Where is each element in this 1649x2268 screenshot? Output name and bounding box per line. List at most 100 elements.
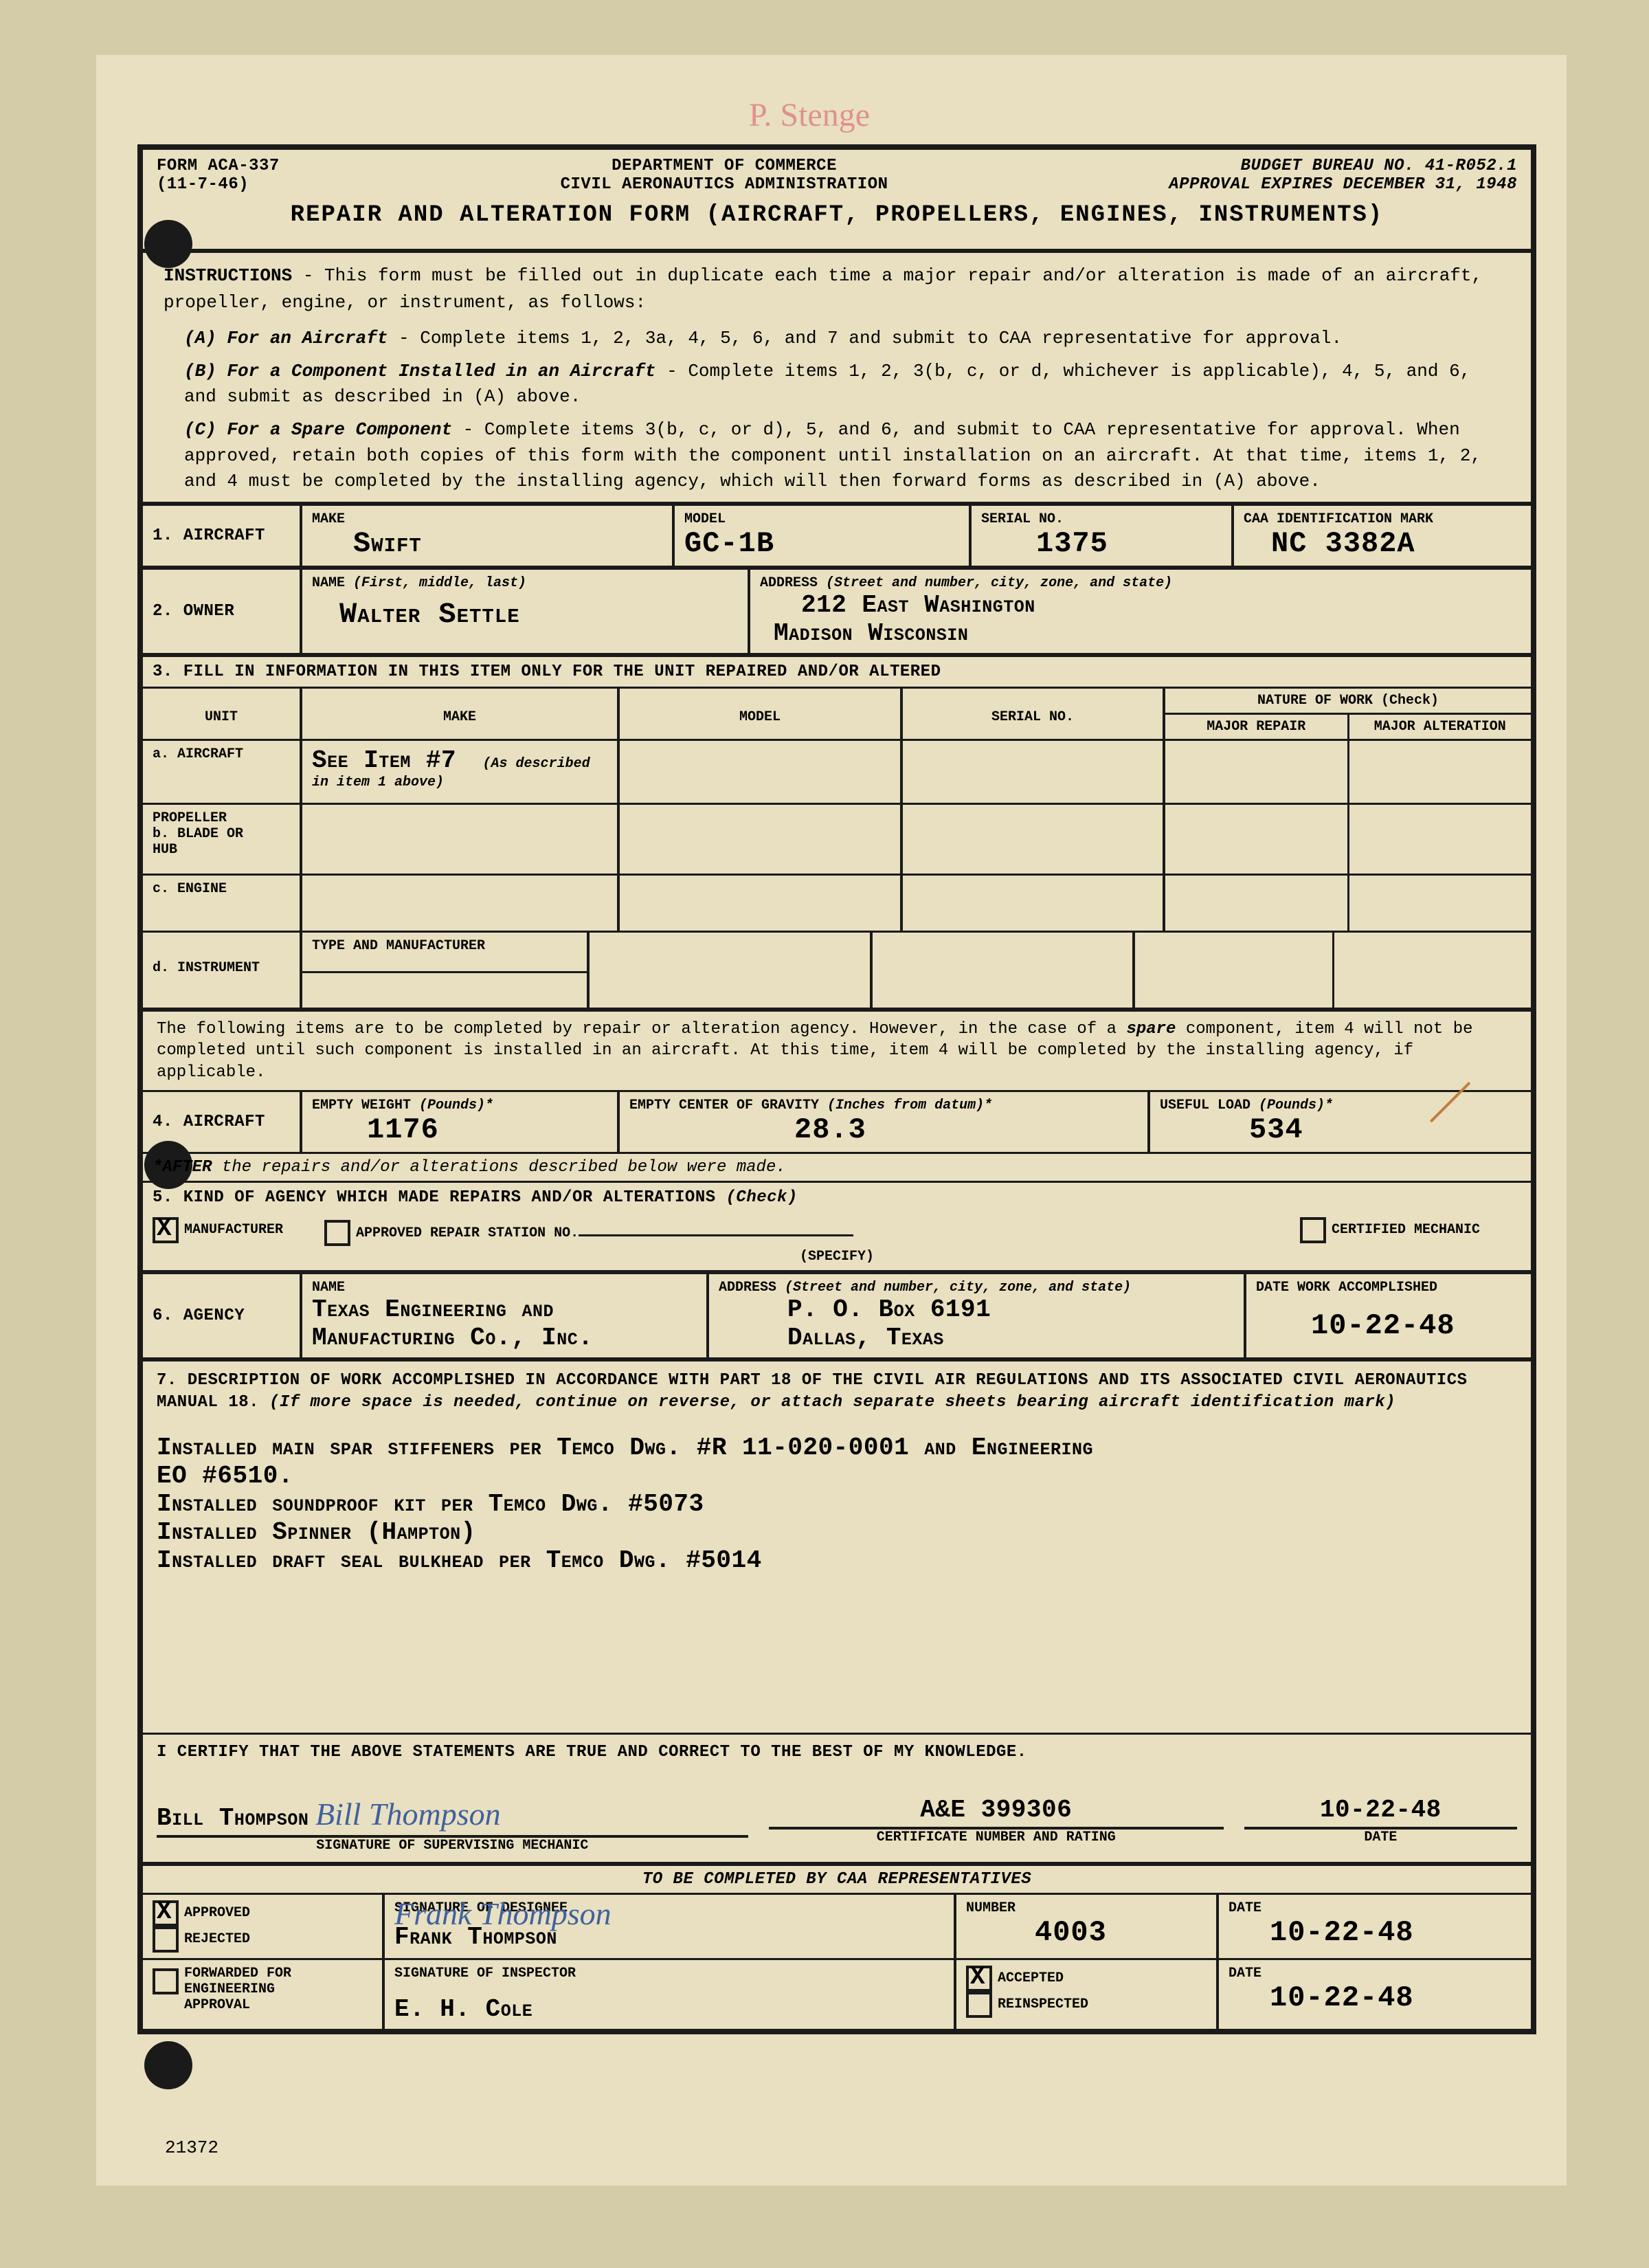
label-accepted: ACCEPTED	[998, 1970, 1064, 1986]
form-container: FORM ACA-337 (11-7-46) DEPARTMENT OF COM…	[137, 144, 1536, 2034]
form-title: REPAIR AND ALTERATION FORM (AIRCRAFT, PR…	[157, 194, 1517, 242]
agency-name2: Manufacturing Co., Inc.	[312, 1324, 697, 1352]
agency-addr2: Dallas, Texas	[719, 1324, 1234, 1352]
owner-addr-label: ADDRESS (Street and number, city, zone, …	[760, 575, 1521, 591]
val-3a: See Item #7	[312, 746, 456, 775]
row-3c: c. ENGINE	[143, 876, 1531, 933]
col-serial: SERIAL NO.	[991, 709, 1074, 725]
handwritten-annotation: P. Stenge	[749, 96, 870, 134]
certification: I CERTIFY THAT THE ABOVE STATEMENTS ARE …	[143, 1735, 1531, 1866]
section7-header: 7. DESCRIPTION OF WORK ACCOMPLISHED IN A…	[157, 1370, 1517, 1412]
label-reinspected: REINSPECTED	[998, 1997, 1088, 2012]
model-label: MODEL	[684, 511, 959, 527]
col-unit: UNIT	[205, 709, 238, 725]
label-manufacturer: MANUFACTURER	[184, 1222, 283, 1238]
agency-addr-label: ADDRESS (Street and number, city, zone, …	[719, 1280, 1234, 1296]
work-line3: Installed soundproof kit per Temco Dwg. …	[157, 1490, 1517, 1518]
budget-bureau: BUDGET BUREAU NO. 41-R052.1	[1169, 157, 1517, 175]
work-line2: EO #6510.	[157, 1462, 1517, 1490]
after-note: *AFTER the repairs and/or alterations de…	[143, 1154, 1531, 1183]
agency-name1: Texas Engineering and	[312, 1296, 697, 1324]
caa-date1: 10-22-48	[1229, 1916, 1521, 1949]
owner-addr1: 212 East Washington	[760, 591, 1521, 619]
work-line4: Installed Spinner (Hampton)	[157, 1518, 1517, 1546]
agency-addr1: P. O. Box 6191	[719, 1296, 1234, 1324]
col-alteration: MAJOR ALTERATION	[1349, 715, 1532, 739]
section4-row: 4. AIRCRAFT EMPTY WEIGHT (Pounds)* 1176 …	[143, 1092, 1531, 1154]
caa-label: CAA IDENTIFICATION MARK	[1244, 511, 1521, 527]
section5: 5. KIND OF AGENCY WHICH MADE REPAIRS AND…	[143, 1183, 1531, 1275]
instructions-intro: INSTRUCTIONS - This form must be filled …	[143, 253, 1531, 326]
instruction-b: (B) For a Component Installed in an Airc…	[143, 359, 1531, 410]
agency-name-label: NAME	[312, 1280, 697, 1296]
instruction-c: (C) For a Spare Component - Complete ite…	[143, 417, 1531, 495]
section4-label: 4. AIRCRAFT	[153, 1113, 265, 1131]
cg-label: EMPTY CENTER OF GRAVITY (Inches from dat…	[629, 1098, 1138, 1113]
number-label: NUMBER	[966, 1900, 1207, 1916]
label-cert-mechanic: CERTIFIED MECHANIC	[1332, 1222, 1480, 1238]
checkbox-accepted[interactable]	[966, 1966, 992, 1992]
checkbox-forwarded[interactable]	[153, 1968, 179, 1994]
section6-row: 6. AGENCY NAME Texas Engineering and Man…	[143, 1274, 1531, 1361]
page-background: P. Stenge FORM ACA-337 (11-7-46) DEPARTM…	[96, 55, 1567, 2186]
after-note-text: *AFTER the repairs and/or alterations de…	[143, 1154, 796, 1181]
row-3a: a. AIRCRAFT See Item #7 (As described in…	[143, 741, 1531, 805]
checkbox-approved[interactable]	[153, 1900, 179, 1926]
label-3d: d. INSTRUMENT	[153, 960, 260, 976]
owner-addr2: Madison Wisconsin	[760, 619, 1521, 647]
caa-header: TO BE COMPLETED BY CAA REPRESENTATIVES	[143, 1866, 1531, 1895]
row-3d: d. INSTRUMENT TYPE AND MANUFACTURER	[143, 933, 1531, 1012]
cert-text: I CERTIFY THAT THE ABOVE STATEMENTS ARE …	[157, 1743, 1517, 1761]
cert-number: A&E 399306	[920, 1796, 1072, 1824]
checkbox-rejected[interactable]	[153, 1926, 179, 1953]
aircraft-make: Swift	[312, 527, 662, 560]
owner-name: Walter Settle	[312, 591, 738, 631]
work-date-label: DATE WORK ACCOMPLISHED	[1256, 1280, 1521, 1296]
aircraft-model: GC-1B	[684, 527, 959, 560]
cert-no-label: CERTIFICATE NUMBER AND RATING	[769, 1830, 1224, 1845]
instruction-a: (A) For an Aircraft - Complete items 1, …	[143, 326, 1531, 352]
aircraft-caa-id: NC 3382A	[1244, 527, 1521, 560]
header-row: FORM ACA-337 (11-7-46) DEPARTMENT OF COM…	[143, 150, 1531, 253]
inspector-label: SIGNATURE OF INSPECTOR	[394, 1966, 944, 1981]
administration: CIVIL AERONAUTICS ADMINISTRATION	[561, 175, 888, 194]
caa-number: 4003	[966, 1916, 1207, 1949]
checkbox-repair-station[interactable]	[324, 1220, 350, 1246]
col-repair: MAJOR REPAIR	[1165, 715, 1349, 739]
checkbox-reinspected[interactable]	[966, 1992, 992, 2018]
label-3b: PROPELLER b. BLADE OR HUB	[153, 810, 243, 858]
ew-label: EMPTY WEIGHT (Pounds)*	[312, 1098, 607, 1113]
aircraft-serial: 1375	[981, 527, 1222, 560]
section6-label: 6. AGENCY	[153, 1307, 245, 1325]
checkbox-manufacturer[interactable]	[153, 1217, 179, 1243]
center-gravity: 28.3	[629, 1113, 1138, 1146]
label-3a: a. AIRCRAFT	[153, 746, 243, 762]
form-number: FORM ACA-337	[157, 157, 280, 175]
footer-number: 21372	[165, 2137, 218, 2158]
mechanic-signature: Bill Thompson	[315, 1797, 501, 1832]
designee-signature: Frank Thompson	[394, 1895, 612, 1932]
label-repair-station: APPROVED REPAIR STATION NO.	[356, 1225, 579, 1241]
punch-hole-icon	[144, 2041, 192, 2089]
section5-header: 5. KIND OF AGENCY WHICH MADE REPAIRS AND…	[153, 1188, 1521, 1207]
aircraft-label: 1. AIRCRAFT	[153, 526, 265, 545]
work-date: 10-22-48	[1256, 1296, 1521, 1342]
section3-table-header: UNIT MAKE MODEL SERIAL NO. NATURE OF WOR…	[143, 689, 1531, 741]
caa-row2: FORWARDED FOR ENGINEERING APPROVAL SIGNA…	[143, 1960, 1531, 2029]
label-rejected: REJECTED	[184, 1931, 250, 1947]
mechanic-name: Bill Thompson	[157, 1804, 309, 1832]
serial-label: SERIAL NO.	[981, 511, 1222, 527]
col-model: MODEL	[739, 709, 781, 725]
sig-label: SIGNATURE OF SUPERVISING MECHANIC	[157, 1838, 748, 1854]
label-forwarded: FORWARDED FOR ENGINEERING APPROVAL	[184, 1966, 291, 2013]
instructions-section: INSTRUCTIONS - This form must be filled …	[143, 253, 1531, 506]
checkbox-cert-mechanic[interactable]	[1300, 1217, 1326, 1243]
work-line1: Installed main spar stiffeners per Temco…	[157, 1434, 1517, 1462]
owner-label: 2. OWNER	[153, 602, 234, 621]
col-make: MAKE	[443, 709, 476, 725]
note-4-text: The following items are to be completed …	[143, 1012, 1531, 1090]
inspector-name: E. H. Cole	[394, 1981, 944, 2023]
cert-date-label: DATE	[1244, 1830, 1517, 1845]
caa-date2: 10-22-48	[1229, 1981, 1521, 2014]
label-3d-sub: TYPE AND MANUFACTURER	[302, 933, 587, 973]
